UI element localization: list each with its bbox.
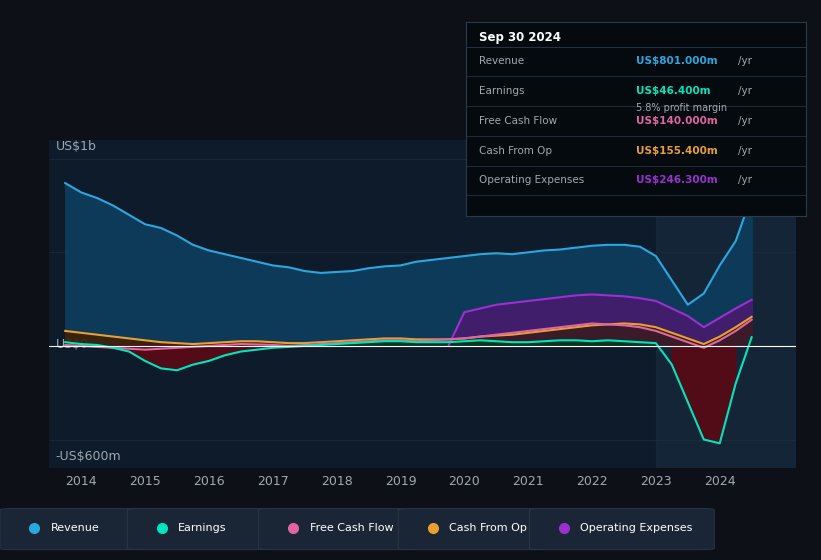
Text: /yr: /yr (738, 146, 752, 156)
Text: Earnings: Earnings (178, 523, 227, 533)
FancyBboxPatch shape (259, 508, 419, 550)
FancyBboxPatch shape (127, 508, 271, 550)
Text: /yr: /yr (738, 175, 752, 185)
Text: Earnings: Earnings (479, 86, 525, 96)
Text: US$801.000m: US$801.000m (635, 56, 718, 66)
Text: US$246.300m: US$246.300m (635, 175, 718, 185)
Text: 5.8% profit margin: 5.8% profit margin (635, 104, 727, 113)
FancyBboxPatch shape (530, 508, 714, 550)
FancyBboxPatch shape (398, 508, 550, 550)
Text: Cash From Op: Cash From Op (479, 146, 553, 156)
Text: Free Cash Flow: Free Cash Flow (479, 116, 557, 126)
Text: Free Cash Flow: Free Cash Flow (310, 523, 393, 533)
Text: Operating Expenses: Operating Expenses (479, 175, 585, 185)
Text: /yr: /yr (738, 86, 752, 96)
Text: /yr: /yr (738, 116, 752, 126)
Text: US$1b: US$1b (56, 140, 97, 153)
Text: -US$600m: -US$600m (56, 450, 122, 463)
Text: US$155.400m: US$155.400m (635, 146, 718, 156)
Text: Cash From Op: Cash From Op (449, 523, 527, 533)
Text: Operating Expenses: Operating Expenses (580, 523, 693, 533)
FancyBboxPatch shape (0, 508, 144, 550)
Bar (656, 140, 796, 468)
Text: Revenue: Revenue (479, 56, 525, 66)
Text: US$0: US$0 (56, 338, 89, 351)
Text: Revenue: Revenue (51, 523, 99, 533)
Text: US$140.000m: US$140.000m (635, 116, 718, 126)
Text: US$46.400m: US$46.400m (635, 86, 710, 96)
Text: /yr: /yr (738, 56, 752, 66)
Text: Sep 30 2024: Sep 30 2024 (479, 31, 561, 44)
